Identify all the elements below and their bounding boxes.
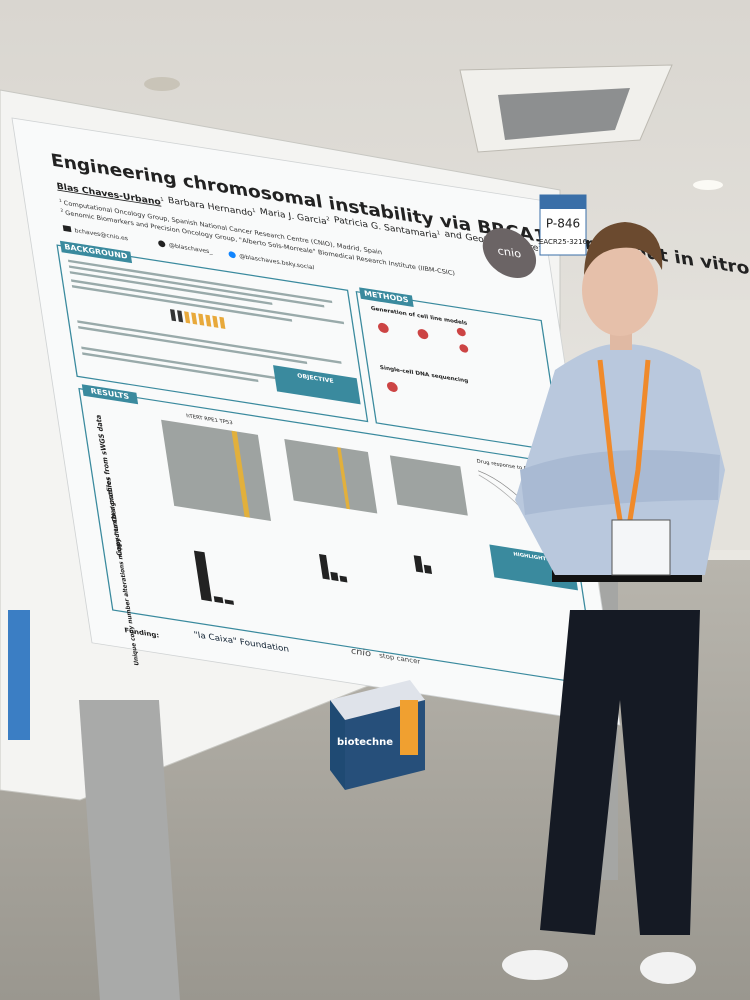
face: [582, 244, 658, 336]
author-affiliation: 1: [436, 230, 440, 236]
affiliation-number: 2: [60, 207, 64, 213]
author-affiliation: 1: [160, 196, 164, 202]
people-icons: [169, 309, 226, 329]
section-header-bg: [81, 384, 139, 405]
badge-band: [540, 195, 586, 209]
vent-grille: [498, 88, 630, 140]
person: [502, 222, 725, 984]
heatmap-band: [337, 447, 350, 510]
box-top: [330, 680, 425, 720]
highlights-header: HIGHLIGHTS: [513, 552, 551, 563]
author-affiliation: 1: [252, 207, 256, 213]
lanyard: [627, 359, 651, 521]
shoe: [640, 952, 696, 984]
board-leg: [78, 700, 180, 1000]
section-header-bg: [359, 287, 414, 308]
author-joiner: and: [444, 229, 463, 241]
section-header-bg: [59, 240, 133, 264]
author-affiliation: 2: [326, 216, 330, 222]
objective-box: [273, 365, 361, 405]
name-badge: [611, 519, 671, 576]
shoe: [502, 950, 568, 980]
x-icon: [158, 240, 166, 248]
crossed-arms: [520, 450, 720, 515]
hair: [584, 222, 663, 275]
cnio-logo: [482, 228, 537, 279]
trousers: [540, 610, 700, 935]
lanyard: [597, 359, 623, 521]
box-label: biotechne: [337, 737, 393, 748]
cell-icons: [378, 322, 469, 392]
heatmap: [284, 438, 378, 514]
mail-icon: [62, 225, 72, 233]
heatmap: [161, 419, 272, 521]
badge-code: EACR25-3216: [539, 238, 588, 246]
affiliation-number: 1: [58, 197, 62, 203]
footer-logo: cnio: [350, 646, 372, 660]
bar-thumbnail: [193, 550, 433, 605]
blue-tape: [8, 610, 30, 740]
ceiling-light: [144, 77, 180, 91]
background-box: [56, 244, 369, 423]
box-side: [330, 700, 345, 790]
cnio-logo-text: cnio: [497, 245, 523, 261]
heatmap-band: [231, 430, 250, 518]
ceiling-light: [693, 180, 723, 190]
text-lines: [67, 259, 345, 383]
box-sticker: [400, 700, 418, 755]
badge-number: P-846: [546, 217, 580, 231]
bsky-icon: [228, 251, 236, 259]
heatmap: [389, 455, 468, 516]
